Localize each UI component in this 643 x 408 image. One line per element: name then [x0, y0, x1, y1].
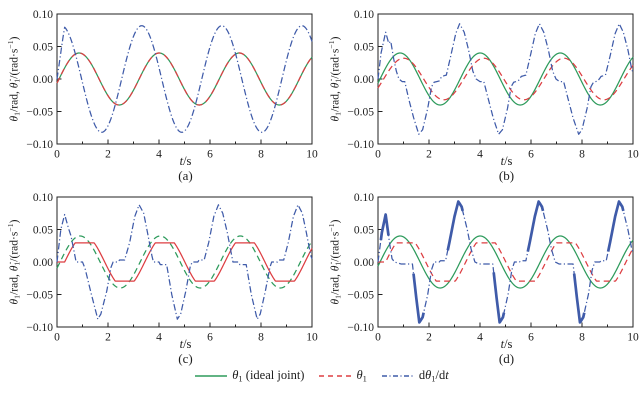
- series-theta1: [56, 52, 313, 106]
- x-axis-label: t/s: [179, 337, 192, 351]
- x-tick-label: 0: [375, 149, 381, 160]
- y-tick-label: −0.10: [26, 139, 53, 151]
- series-dtheta1-dt: [377, 23, 634, 135]
- legend-item-theta1-ideal: θ1 (ideal joint): [194, 368, 304, 383]
- x-tick-label: 10: [627, 149, 639, 160]
- series-dtheta1-dt-bold: [492, 272, 506, 324]
- plot-frame: [377, 13, 634, 145]
- series-theta1-ideal: [56, 52, 313, 106]
- x-tick-label: 2: [105, 332, 111, 343]
- y-tick-label: 0.05: [354, 224, 374, 236]
- y-tick-label: 0.10: [33, 192, 53, 204]
- series-theta1-ideal: [56, 235, 313, 289]
- y-tick-label: −0.05: [26, 106, 53, 118]
- subplot-a-caption: (a): [178, 168, 193, 183]
- dashed-line-sample: [319, 374, 352, 377]
- subplot-b: θ1/rad, θ̇1/(rad·s−1) 0 2 4 6 8 10 0.10 0.05 0.0…: [321, 1, 642, 184]
- legend-item-dtheta1-dt: dθ1/dt: [381, 368, 449, 383]
- x-tick-label: 0: [375, 332, 381, 343]
- y-tick-label: 0.05: [33, 41, 53, 53]
- series-dtheta1-dt-bold: [572, 273, 586, 324]
- y-tick-label: −0.10: [26, 322, 53, 334]
- y-tick-label: 0.10: [354, 9, 374, 21]
- x-tick-label: 8: [579, 332, 585, 343]
- x-axis-label: t/s: [500, 154, 513, 168]
- dashdot-line-sample: [381, 374, 414, 377]
- legend-item-theta1: θ1: [318, 368, 367, 384]
- x-tick-label: 8: [579, 149, 585, 160]
- y-tick-label: 0.10: [33, 9, 53, 21]
- x-tick-label: 0: [54, 149, 60, 160]
- x-tick-label: 10: [627, 332, 639, 343]
- y-tick-label: 0.00: [33, 74, 53, 86]
- y-axis-label: θ1/rad, θ̇1/(rad·s−1): [327, 36, 343, 122]
- subplot-c: θ1/rad, θ̇1/(rad·s−1) 0 2 4 6 8 10 0.10 0.05 0.0…: [0, 184, 321, 367]
- legend-label: θ1 (ideal joint): [232, 368, 305, 384]
- series-theta1: [377, 57, 634, 101]
- series-theta1-ideal: [377, 52, 634, 106]
- subplot-a: θ1/rad, θ̇1/(rad·s−1) 0 2 4 6 8 10 0.10 0.05 0.0…: [0, 1, 321, 184]
- x-tick-label: 6: [207, 332, 213, 343]
- y-tick-label: 0.00: [354, 257, 374, 269]
- y-axis-label: θ1/rad, θ̇1/(rad·s−1): [327, 219, 343, 305]
- series-theta1: [56, 242, 313, 282]
- y-tick-label: −0.05: [347, 106, 374, 118]
- x-tick-label: 4: [477, 149, 483, 160]
- x-tick-label: 2: [426, 332, 432, 343]
- x-tick-label: 2: [105, 149, 111, 160]
- y-tick-label: 0.05: [354, 41, 374, 53]
- y-tick-label: −0.10: [347, 139, 374, 151]
- subplot-d-caption: (d): [498, 351, 515, 366]
- subplot-b-plot: 0 2 4 6 8 10 0.10 0.05 0.00 −0.05 −0.10: [347, 9, 639, 160]
- y-axis-label: θ1/rad, θ̇1/(rad·s−1): [6, 36, 22, 122]
- subplot-b-caption: (b): [498, 168, 515, 183]
- series-dtheta1-dt-bold: [379, 213, 390, 241]
- x-tick-label: 4: [156, 149, 162, 160]
- y-tick-label: −0.05: [26, 289, 53, 301]
- solid-line-sample: [195, 374, 228, 377]
- subplot-a-plot: 0 2 4 6 8 10 0.10 0.05 0.00 −0.05 −0.10: [26, 9, 318, 160]
- legend-label: θ1: [356, 368, 367, 384]
- y-tick-label: 0.00: [354, 74, 374, 86]
- subplot-d-plot: 0 2 4 6 8 10 0.10 0.05 0.00 −0.05 −0.10: [347, 192, 639, 343]
- x-tick-label: 2: [426, 149, 432, 160]
- y-tick-label: 0.05: [33, 224, 53, 236]
- series-dtheta1-dt-bold: [526, 200, 545, 252]
- x-tick-label: 10: [306, 332, 318, 343]
- x-tick-label: 6: [528, 149, 534, 160]
- x-tick-label: 6: [528, 332, 534, 343]
- series-dtheta1-dt-bold: [412, 273, 425, 324]
- series-dtheta1-dt: [56, 25, 313, 133]
- y-tick-label: −0.10: [347, 322, 374, 334]
- series-theta1: [377, 242, 634, 282]
- subplot-d: θ1/rad, θ̇1/(rad·s−1) 0 2 4 6 8 10 0.10 0.05 0.0…: [321, 184, 642, 367]
- x-tick-label: 4: [156, 332, 162, 343]
- x-tick-label: 10: [306, 149, 318, 160]
- series-dtheta1-dt-bold: [446, 200, 464, 251]
- x-tick-label: 8: [258, 332, 264, 343]
- x-tick-label: 6: [207, 149, 213, 160]
- legend: θ1 (ideal joint) θ1 dθ1/dt: [0, 368, 643, 383]
- x-tick-label: 4: [477, 332, 483, 343]
- y-axis-label: θ1/rad, θ̇1/(rad·s−1): [6, 219, 22, 305]
- legend-label: dθ1/dt: [418, 368, 449, 384]
- subplot-grid: θ1/rad, θ̇1/(rad·s−1) 0 2 4 6 8 10 0.10 0.05 0.0…: [0, 1, 642, 367]
- x-tick-label: 8: [258, 149, 264, 160]
- x-tick-label: 0: [54, 332, 60, 343]
- series-dtheta1-dt-bold: [606, 200, 625, 252]
- series-dtheta1-dt: [56, 204, 313, 320]
- y-tick-label: 0.10: [354, 192, 374, 204]
- y-tick-label: 0.00: [33, 257, 53, 269]
- subplot-c-caption: (c): [178, 351, 193, 366]
- x-axis-label: t/s: [179, 154, 192, 168]
- x-axis-label: t/s: [500, 337, 513, 351]
- y-tick-label: −0.05: [347, 289, 374, 301]
- subplot-c-plot: 0 2 4 6 8 10 0.10 0.05 0.00 −0.05 −0.10: [26, 192, 318, 343]
